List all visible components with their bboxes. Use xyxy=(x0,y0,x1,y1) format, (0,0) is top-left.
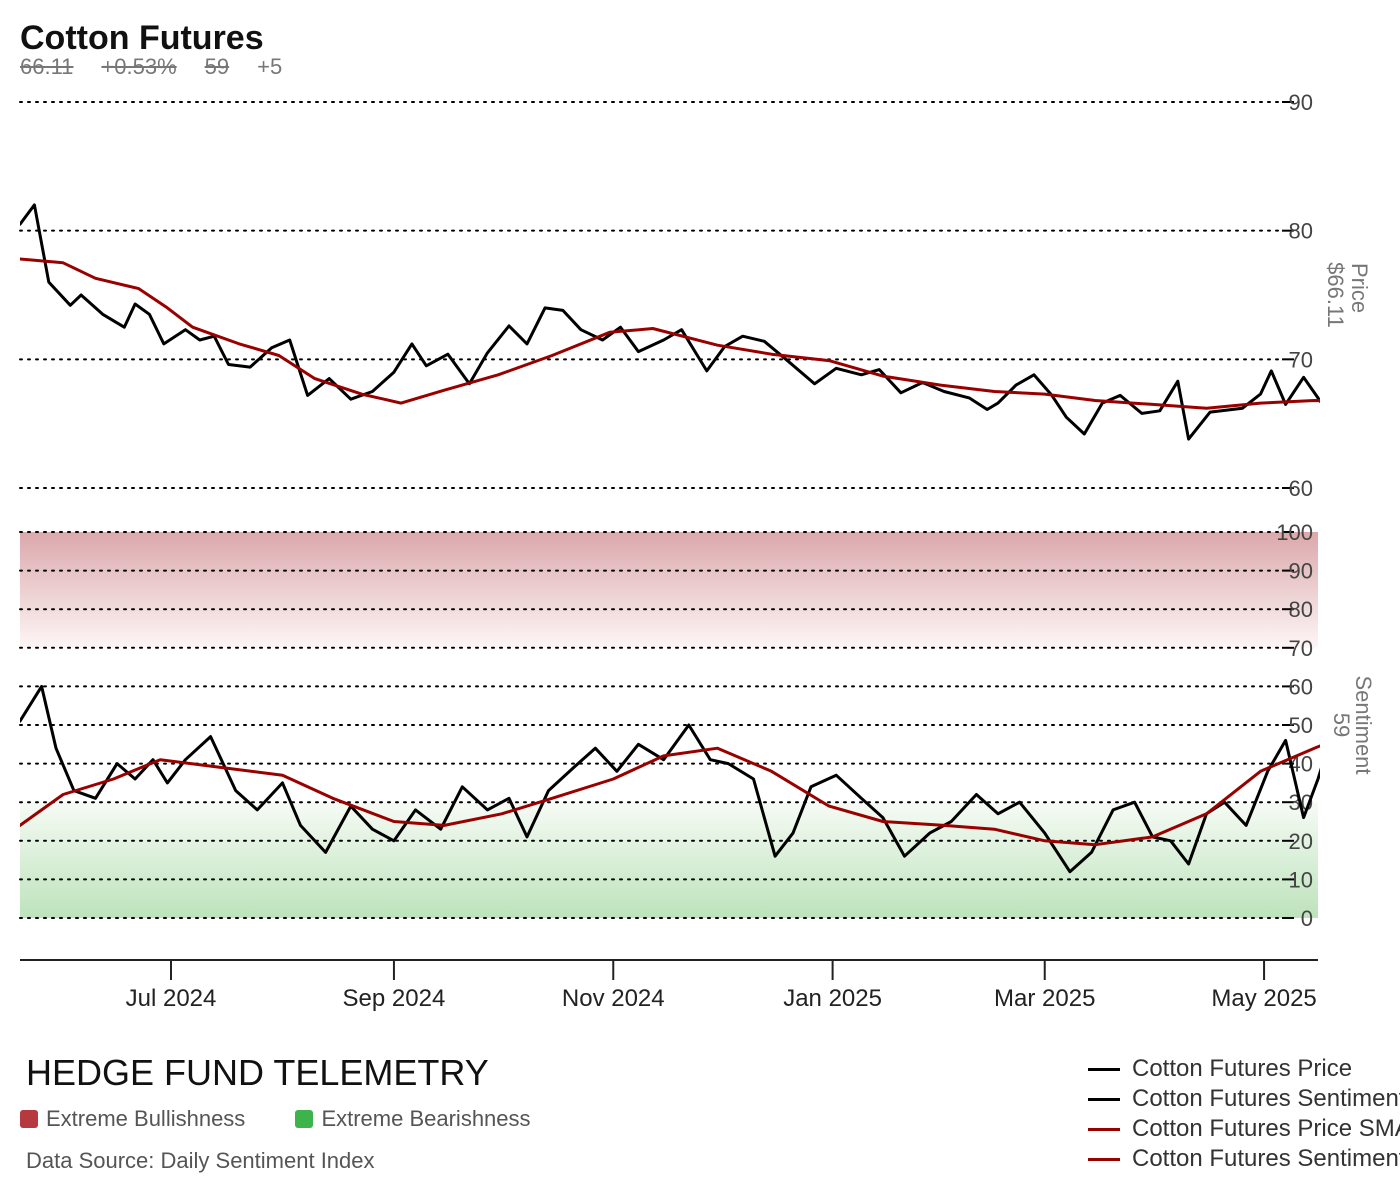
legend-label: Cotton Futures Sentiment xyxy=(1132,1085,1400,1112)
legend-line-icon xyxy=(1088,1158,1120,1162)
zone-legend-bullish: Extreme Bullishness xyxy=(20,1106,245,1132)
price-gridlines: 60 70 80 90 xyxy=(19,90,1313,501)
sentiment-tick-label: 20 xyxy=(1289,829,1313,854)
legend-label: Cotton Futures Sentiment SMA xyxy=(1132,1145,1400,1172)
sentiment-tick-label: 10 xyxy=(1289,867,1313,892)
chart-header: Cotton Futures 66.11 +0.53% 59 +5 xyxy=(20,18,282,80)
zone-legend: Extreme Bullishness Extreme Bearishness xyxy=(20,1106,575,1132)
chart-stats: 66.11 +0.53% 59 +5 xyxy=(20,54,282,80)
data-source: Data Source: Daily Sentiment Index xyxy=(26,1148,375,1173)
sentiment-tick-label: 60 xyxy=(1289,674,1313,699)
x-tick-label: Nov 2024 xyxy=(562,985,665,1012)
sentiment-tick-label: 0 xyxy=(1301,906,1313,931)
sentiment-change: +5 xyxy=(257,54,283,79)
chart-title: Cotton Futures xyxy=(20,19,264,57)
legend-item-price-sma[interactable]: Cotton Futures Price SMA xyxy=(1088,1114,1400,1144)
bullish-swatch-icon xyxy=(20,1110,38,1128)
brand-name: HEDGE FUND TELEMETRY xyxy=(26,1052,489,1093)
legend-line-icon xyxy=(1088,1128,1120,1132)
legend-label: Cotton Futures Price SMA xyxy=(1132,1115,1400,1142)
price-series xyxy=(20,203,1320,441)
price-axis-title: Price xyxy=(1347,263,1372,313)
bullish-zone-label: Extreme Bullishness xyxy=(46,1106,246,1131)
legend-label: Cotton Futures Price xyxy=(1132,1055,1353,1082)
legend-item-sentiment[interactable]: Cotton Futures Sentiment xyxy=(1088,1084,1400,1114)
extreme-bearish-zone xyxy=(20,802,1318,918)
sentiment-tick-label: 70 xyxy=(1289,636,1313,661)
x-axis: Jul 2024 Sep 2024 Nov 2024 Jan 2025 Mar 2025… xyxy=(20,959,1318,1012)
sentiment-series xyxy=(20,684,1320,874)
bearish-zone-label: Extreme Bearishness xyxy=(321,1106,531,1131)
sentiment-tick-label: 50 xyxy=(1289,713,1313,738)
x-tick-label: Jan 2025 xyxy=(783,985,882,1012)
price-axis-value: $66.11 xyxy=(1323,262,1348,328)
price-tick-label: 60 xyxy=(1289,476,1313,501)
x-tick-label: May 2025 xyxy=(1211,985,1316,1012)
legend-line-icon xyxy=(1088,1098,1120,1102)
legend-line-icon xyxy=(1088,1068,1120,1072)
sentiment-tick-label: 80 xyxy=(1289,597,1313,622)
sentiment-axis-title: Sentiment xyxy=(1351,675,1376,774)
extreme-bullish-zone xyxy=(20,532,1318,648)
price-change: +0.53% xyxy=(101,54,177,79)
legend-item-price[interactable]: Cotton Futures Price xyxy=(1088,1054,1400,1084)
zone-legend-bearish: Extreme Bearishness xyxy=(295,1106,531,1132)
price-tick-label: 90 xyxy=(1289,90,1313,115)
price-tick-label: 70 xyxy=(1289,347,1313,372)
series-legend: Cotton Futures Price Cotton Futures Sent… xyxy=(1088,1054,1400,1174)
last-price: 66.11 xyxy=(20,54,74,79)
sentiment-line-sma xyxy=(20,744,1320,847)
x-tick-label: Mar 2025 xyxy=(994,985,1095,1012)
x-tick-label: Jul 2024 xyxy=(126,985,217,1012)
sentiment-axis-value: 59 xyxy=(1329,713,1354,737)
bearish-swatch-icon xyxy=(295,1110,314,1128)
legend-item-sentiment-sma[interactable]: Cotton Futures Sentiment SMA xyxy=(1088,1144,1400,1174)
last-sentiment: 59 xyxy=(204,54,230,79)
sentiment-line-main xyxy=(20,684,1320,874)
price-tick-label: 80 xyxy=(1289,219,1313,244)
sentiment-tick-label: 90 xyxy=(1289,559,1313,584)
price-line-sma xyxy=(20,257,1320,410)
sentiment-tick-label: 100 xyxy=(1276,520,1313,545)
x-tick-label: Sep 2024 xyxy=(343,985,446,1012)
price-line-main xyxy=(20,203,1320,441)
